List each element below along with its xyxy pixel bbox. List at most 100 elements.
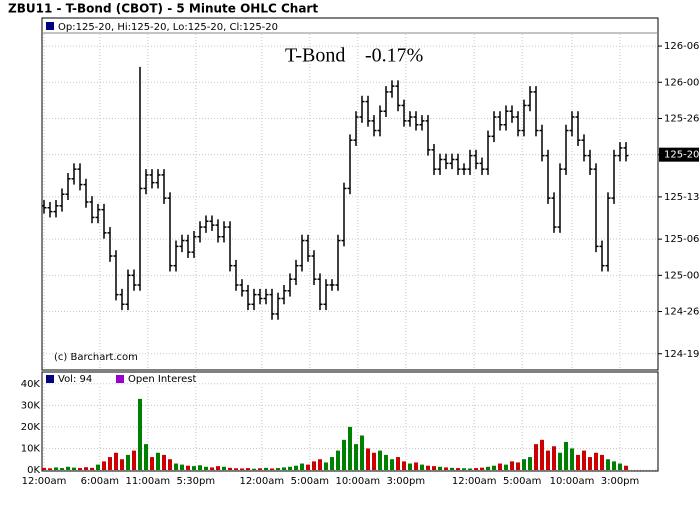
- last-price-box: [659, 147, 699, 162]
- volume-bar: [228, 467, 232, 470]
- annotation-name: T-Bond: [285, 45, 345, 67]
- volume-bar: [234, 468, 238, 470]
- volume-bar: [600, 454, 604, 470]
- volume-bar: [564, 441, 568, 470]
- legend-swatch: [46, 375, 54, 383]
- volume-bar: [516, 462, 520, 470]
- volume-bar: [264, 467, 268, 470]
- volume-bar: [582, 450, 586, 470]
- volume-bar: [198, 465, 202, 470]
- price-pane: [41, 17, 659, 371]
- volume-bar: [96, 464, 100, 470]
- volume-bar: [60, 468, 64, 470]
- volume-bar: [420, 464, 424, 470]
- x-tick-label: 6:00am: [81, 476, 119, 487]
- legend: Open Interest: [128, 374, 197, 385]
- volume-bar: [594, 452, 598, 470]
- y-tick-label: 20K: [21, 422, 41, 433]
- x-tick-label: 5:30pm: [177, 476, 216, 487]
- volume-bar: [468, 468, 472, 470]
- volume-bar: [588, 457, 592, 470]
- y-tick-label: 125-06: [664, 234, 699, 245]
- volume-bar: [438, 466, 442, 470]
- volume-bar: [510, 461, 514, 470]
- volume-bar: [432, 466, 436, 470]
- legend: Vol: 94: [58, 374, 92, 385]
- x-tick-label: 10:00am: [550, 476, 595, 487]
- volume-bar: [534, 444, 538, 470]
- legend-swatch: [116, 375, 124, 383]
- volume-bar: [240, 468, 244, 470]
- volume-bar: [66, 466, 70, 470]
- volume-bar: [612, 461, 616, 470]
- volume-bar: [618, 463, 622, 470]
- volume-bar: [498, 463, 502, 470]
- x-tick-label: 5:00am: [291, 476, 329, 487]
- volume-bar: [216, 466, 220, 470]
- volume-bar: [390, 459, 394, 470]
- volume-bar: [138, 398, 142, 470]
- volume-bar: [180, 464, 184, 470]
- x-tick-label: 11:00am: [125, 476, 170, 487]
- last-price-label: 125-20: [664, 150, 699, 161]
- volume-bar: [348, 426, 352, 470]
- volume-bar: [456, 468, 460, 470]
- volume-bar: [312, 461, 316, 470]
- volume-bar: [354, 444, 358, 470]
- volume-bar: [294, 465, 298, 470]
- volume-bar: [402, 461, 406, 470]
- volume-bar: [48, 468, 52, 470]
- volume-bar: [306, 464, 310, 470]
- volume-bar: [384, 454, 388, 470]
- volume-bar: [324, 462, 328, 470]
- volume-bar: [528, 457, 532, 470]
- y-tick-label: 0K: [27, 465, 40, 476]
- copyright: (c) Barchart.com: [54, 352, 138, 363]
- volume-bar: [102, 461, 106, 470]
- volume-bar: [336, 450, 340, 470]
- volume-bar: [576, 454, 580, 470]
- volume-bar: [72, 467, 76, 470]
- volume-bar: [546, 450, 550, 470]
- volume-bar: [288, 466, 292, 470]
- y-tick-label: 125-26: [664, 113, 699, 124]
- x-tick-label: 10:00am: [335, 476, 380, 487]
- volume-bar: [246, 468, 250, 470]
- volume-bar: [606, 459, 610, 470]
- volume-bar: [540, 439, 544, 470]
- annotation-change: -0.17%: [365, 45, 423, 67]
- volume-bar: [174, 463, 178, 470]
- volume-bar: [144, 444, 148, 470]
- volume-bar: [222, 466, 226, 470]
- volume-bar: [450, 467, 454, 470]
- volume-bar: [330, 457, 334, 470]
- volume-bar: [396, 457, 400, 470]
- volume-bar: [552, 446, 556, 470]
- volume-pane: [41, 371, 659, 472]
- y-tick-label: 10K: [21, 443, 41, 454]
- volume-bar: [414, 462, 418, 470]
- volume-bar: [84, 467, 88, 470]
- x-tick-label: 12:00am: [239, 476, 284, 487]
- volume-bar: [366, 448, 370, 470]
- volume-bar: [120, 459, 124, 470]
- volume-bar: [270, 468, 274, 470]
- volume-bar: [492, 465, 496, 470]
- legend-swatch: [46, 22, 54, 30]
- chart-title: ZBU11 - T-Bond (CBOT) - 5 Minute OHLC Ch…: [8, 2, 318, 16]
- x-tick-label: 3:00pm: [601, 476, 640, 487]
- x-tick-label: 5:00am: [503, 476, 541, 487]
- x-tick-label: 3:00pm: [387, 476, 426, 487]
- legend: Op:125-20, Hi:125-20, Lo:125-20, Cl:125-…: [58, 22, 278, 33]
- volume-bar: [426, 465, 430, 470]
- volume-bar: [54, 467, 58, 470]
- volume-bar: [126, 454, 130, 470]
- y-tick-label: 30K: [21, 400, 41, 411]
- volume-bar: [78, 468, 82, 470]
- volume-bar: [408, 463, 412, 470]
- x-tick-label: 12:00am: [452, 476, 497, 487]
- volume-bar: [300, 463, 304, 470]
- volume-bar: [258, 468, 262, 470]
- volume-bar: [318, 459, 322, 470]
- volume-bar: [624, 465, 628, 470]
